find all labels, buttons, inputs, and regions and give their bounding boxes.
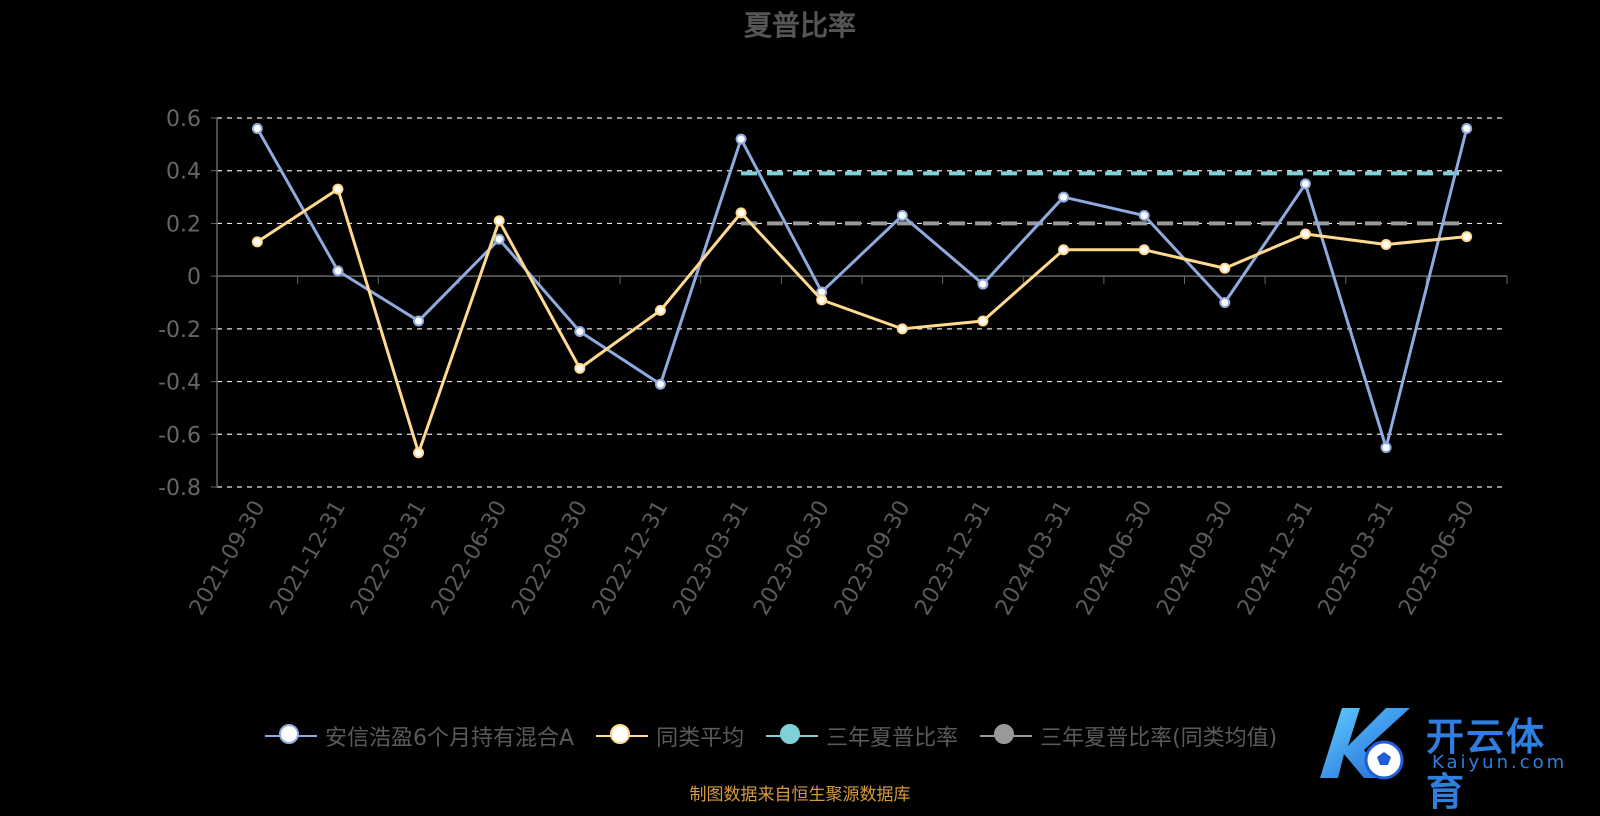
x-tick-label: 2021-12-31	[266, 497, 352, 620]
series-point-1	[1219, 262, 1231, 274]
series-point-0	[1138, 210, 1150, 222]
x-tick-label: 2025-06-30	[1394, 497, 1480, 620]
y-tick-label: 0	[187, 265, 201, 290]
legend-label: 安信浩盈6个月持有混合A	[325, 726, 575, 751]
series-point-0	[1299, 178, 1311, 190]
y-tick-label: -0.4	[158, 371, 201, 396]
series-point-1	[1461, 231, 1473, 243]
y-tick-label: -0.8	[158, 476, 201, 501]
x-tick-label: 2024-03-31	[991, 497, 1077, 620]
x-tick-label: 2022-06-30	[427, 497, 513, 620]
legend-dot	[994, 724, 1015, 744]
chart-legend: 安信浩盈6个月持有混合A 同类平均 三年夏普比率 三年夏普比率(同类均值)	[265, 720, 1299, 752]
logo-subtext: Kaiyun.com	[1432, 752, 1568, 773]
x-tick-label: 2024-09-30	[1152, 497, 1238, 620]
x-tick-label: 2024-12-31	[1233, 497, 1319, 620]
x-tick-label: 2023-09-30	[830, 497, 916, 620]
legend-dot	[780, 724, 801, 744]
legend-dot	[279, 724, 299, 744]
watermark-logo: 开云体育 Kaiyun.com	[1314, 700, 1584, 814]
series-point-1	[1299, 228, 1311, 240]
series-point-0	[1380, 441, 1392, 453]
series-point-0	[1461, 123, 1473, 135]
series-point-1	[1058, 244, 1070, 256]
series-point-1	[574, 362, 586, 374]
y-tick-label: 0.6	[166, 107, 201, 132]
x-tick-label: 2023-03-31	[669, 497, 755, 620]
data-source-note: 制图数据来自恒生聚源数据库	[689, 785, 911, 805]
legend-swatch-three-year-sharpe-peer	[980, 724, 1033, 748]
y-tick-label: -0.2	[158, 318, 201, 343]
legend-label: 同类平均	[656, 726, 745, 751]
chart-title: 夏普比率	[743, 9, 856, 42]
chart-canvas: 0.6 0.4 0.2 0 -0.2 -0.4 -0.6 -0.82021-09-302021…	[158, 107, 1508, 620]
series-point-0	[977, 278, 989, 290]
legend-item-fund[interactable]: 安信浩盈6个月持有混合A	[265, 720, 574, 752]
series-point-0	[1058, 191, 1070, 203]
series-point-0	[1219, 297, 1231, 308]
series-point-0	[896, 210, 908, 222]
series-line-0	[256, 127, 1469, 449]
series-point-0	[735, 133, 747, 145]
x-tick-label: 2025-03-31	[1314, 497, 1400, 620]
series-point-1	[896, 323, 908, 335]
series-point-1	[1138, 244, 1150, 256]
series-point-0	[251, 123, 263, 135]
x-tick-label: 2022-09-30	[507, 497, 593, 620]
series-point-1	[332, 183, 344, 195]
series-point-0	[654, 378, 666, 390]
series-point-1	[493, 215, 505, 227]
y-tick-label: 0.4	[166, 160, 201, 185]
series-point-1	[735, 207, 747, 219]
series-point-1	[654, 304, 666, 316]
series-point-0	[493, 233, 505, 245]
series-point-0	[574, 325, 586, 337]
x-tick-label: 2022-12-31	[588, 497, 674, 620]
series-point-1	[1380, 239, 1392, 251]
y-tick-label: -0.6	[158, 423, 201, 448]
series-point-0	[332, 265, 344, 277]
series-point-1	[816, 294, 828, 306]
legend-dot	[610, 724, 631, 744]
x-tick-label: 2022-03-31	[346, 497, 432, 620]
legend-label: 三年夏普比率(同类均值)	[1040, 726, 1278, 751]
series-point-1	[251, 236, 263, 248]
legend-item-three-year-sharpe-peer[interactable]: 三年夏普比率(同类均值)	[980, 720, 1277, 752]
y-tick-label: 0.2	[166, 212, 201, 237]
x-tick-label: 2023-06-30	[749, 497, 835, 620]
x-tick-label: 2021-09-30	[185, 497, 271, 620]
series-point-1	[413, 447, 425, 459]
logo-mark-icon	[1320, 708, 1410, 780]
legend-swatch-fund	[265, 724, 317, 748]
legend-swatch-three-year-sharpe	[766, 724, 819, 748]
legend-swatch-peer-average	[596, 724, 649, 748]
x-tick-label: 2023-12-31	[911, 497, 997, 620]
legend-item-peer-average[interactable]: 同类平均	[596, 720, 744, 752]
legend-label: 三年夏普比率	[826, 726, 959, 751]
series-point-0	[413, 315, 425, 327]
series-point-1	[977, 315, 989, 327]
series-line-1	[256, 187, 1467, 455]
x-tick-label: 2024-06-30	[1072, 497, 1158, 620]
legend-item-three-year-sharpe[interactable]: 三年夏普比率	[766, 720, 958, 752]
